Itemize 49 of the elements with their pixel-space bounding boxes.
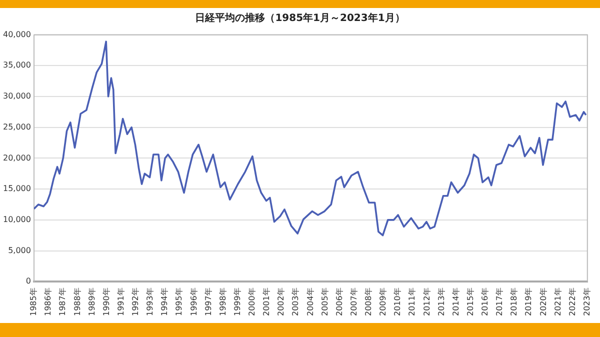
x-tick-label: 2012年 [422, 288, 432, 316]
x-tick-label: 2001年 [262, 288, 272, 316]
chart-title: 日経平均の推移（1985年1月～2023年1月） [194, 12, 406, 25]
y-tick-label: 40,000 [2, 30, 31, 39]
x-tick-label: 1999年 [232, 288, 242, 316]
x-tick-label: 1994年 [160, 288, 170, 316]
x-tick-label: 1998年 [218, 288, 228, 316]
x-tick-label: 2009年 [378, 288, 388, 316]
x-tick-label: 2017年 [495, 288, 504, 316]
x-tick-label: 1988年 [72, 288, 82, 316]
x-tick-label: 1992年 [131, 288, 140, 316]
x-tick-label: 2016年 [480, 288, 490, 316]
x-tick-label: 2021年 [553, 288, 562, 316]
y-tick-label: 25,000 [2, 122, 31, 132]
y-tick-label: 30,000 [2, 92, 31, 101]
x-tick-label: 1997年 [204, 288, 213, 316]
x-tick-label: 1993年 [146, 288, 155, 316]
x-tick-label: 1990年 [102, 288, 111, 316]
x-tick-label: 2002年 [276, 288, 286, 316]
x-tick-label: 2020年 [538, 288, 548, 316]
x-tick-label: 2018年 [510, 288, 519, 316]
x-tick-label: 2005年 [320, 288, 330, 316]
x-tick-label: 2015年 [466, 288, 475, 316]
x-tick-label: 2000年 [248, 288, 257, 316]
x-tick-label: 2023年 [582, 288, 592, 316]
x-tick-label: 2003年 [291, 288, 300, 316]
x-tick-label: 2006年 [334, 288, 344, 316]
y-tick-label: 10,000 [2, 215, 31, 224]
x-tick-label: 1996年 [189, 288, 198, 316]
x-tick-label: 2011年 [408, 288, 417, 316]
y-tick-label: 20,000 [2, 153, 31, 162]
x-tick-label: 1989年 [87, 288, 96, 316]
x-tick-label: 2014年 [451, 288, 460, 316]
x-tick-label: 1991年 [116, 288, 126, 316]
x-tick-label: 2004年 [306, 288, 315, 316]
y-tick-label: 35,000 [2, 60, 31, 70]
y-tick-label: 0 [26, 276, 31, 286]
x-tick-label: 2022年 [568, 288, 577, 316]
x-tick-label: 2007年 [349, 288, 358, 316]
x-tick-label: 2010年 [393, 288, 402, 316]
x-tick-label: 2013年 [436, 288, 446, 316]
x-tick-label: 2008年 [364, 288, 374, 316]
x-tick-label: 1985年 [29, 288, 38, 316]
x-tick-label: 1995年 [174, 288, 184, 316]
x-tick-label: 1987年 [58, 288, 68, 316]
y-tick-label: 15,000 [2, 184, 31, 194]
y-tick-label: 5,000 [8, 246, 31, 255]
x-tick-label: 1986年 [44, 288, 53, 316]
x-tick-label: 2019年 [524, 288, 534, 316]
